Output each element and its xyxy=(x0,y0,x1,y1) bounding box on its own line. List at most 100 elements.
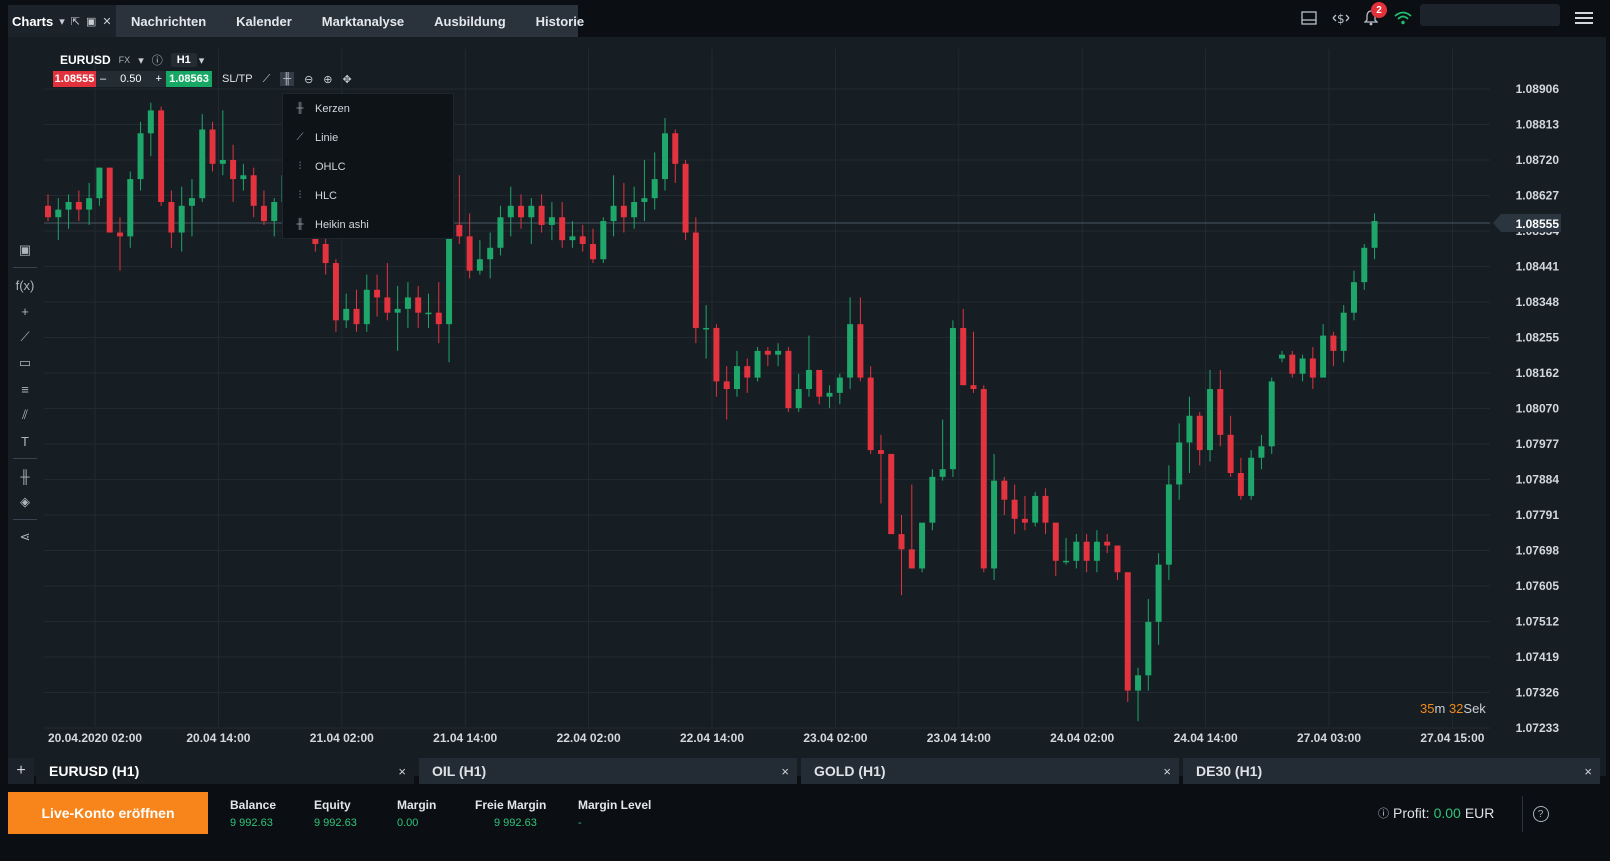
candle-body xyxy=(116,232,123,237)
chart-panel[interactable]: 1.089061.088131.087201.086271.085341.084… xyxy=(8,37,1606,776)
menu-item-ohlc[interactable]: ⫶ OHLC xyxy=(283,152,453,181)
bell-icon[interactable]: 2 xyxy=(1358,2,1387,30)
info-icon[interactable]: ⓘ xyxy=(1378,808,1389,820)
candle-body xyxy=(353,308,360,325)
candle-body xyxy=(168,201,175,233)
crosshair-icon[interactable]: + xyxy=(21,303,29,319)
candle-body xyxy=(1104,541,1111,546)
candle-body xyxy=(1145,621,1152,676)
timeframe-select[interactable]: H1 xyxy=(170,53,197,67)
close-tab-icon[interactable]: × xyxy=(398,763,406,779)
chart-type-icon[interactable]: ╫ xyxy=(280,72,295,86)
candle-body xyxy=(754,350,761,378)
main-nav: Nachrichten Kalender Marktanalyse Ausbil… xyxy=(116,5,584,37)
layout-icon[interactable] xyxy=(1296,6,1322,30)
charts-menu[interactable]: Charts ▾ ⇱ ▣ ✕ xyxy=(8,5,116,37)
nav-news[interactable]: Nachrichten xyxy=(131,13,207,29)
wifi-icon xyxy=(1390,6,1416,30)
chart-display-icon[interactable]: ▣ xyxy=(18,242,32,257)
exchange-icon[interactable]: $ xyxy=(1328,6,1354,30)
candle-body xyxy=(744,366,751,378)
move-icon[interactable]: ✥ xyxy=(342,73,352,86)
sell-price-button[interactable]: 1.08555 xyxy=(53,71,96,87)
help-button[interactable]: ? xyxy=(1522,796,1558,832)
sl-tp-button[interactable]: SL/TP xyxy=(222,73,253,85)
buy-price-button[interactable]: 1.08563 xyxy=(166,71,212,87)
menu-item-candles[interactable]: ╫ Kerzen xyxy=(283,94,453,123)
menu-item-line[interactable]: ⟋ Linie xyxy=(283,123,453,152)
candle-body xyxy=(1073,541,1080,561)
candle-body xyxy=(1268,381,1275,447)
pitchfork-icon[interactable]: ⫽ xyxy=(22,407,28,422)
price-chart[interactable]: 1.089061.088131.087201.086271.085341.084… xyxy=(8,37,1606,776)
hamburger-menu-icon[interactable] xyxy=(1575,6,1597,30)
tab-oil[interactable]: OIL (H1) × xyxy=(419,758,797,784)
add-tab-button[interactable]: + xyxy=(8,758,34,784)
popout-icon[interactable]: ⇱ xyxy=(70,15,80,28)
drawing-toolbar: ▣ f(x) + ⟋ ▭ ≡ ⫽ T ╫ ◈ ⋖ xyxy=(8,237,42,550)
line-chart-icon[interactable]: ⟋ xyxy=(262,72,271,85)
layers-icon[interactable]: ◈ xyxy=(20,494,30,509)
symbol-name[interactable]: EURUSD xyxy=(60,53,111,67)
zoom-out-icon[interactable]: ⊖ xyxy=(304,73,314,86)
candle-body xyxy=(497,217,504,248)
indicator-fx-icon[interactable]: f(x) xyxy=(15,277,35,293)
close-tab-icon[interactable]: × xyxy=(1163,763,1171,779)
tab-de30[interactable]: DE30 (H1) × xyxy=(1183,758,1600,784)
timeframe-caret-icon[interactable]: ▾ xyxy=(198,54,205,67)
x-tick-label: 24.04 14:00 xyxy=(1174,731,1238,745)
candle-body xyxy=(1083,541,1090,561)
nav-calendar[interactable]: Kalender xyxy=(236,13,292,29)
close-tab-icon[interactable]: × xyxy=(1584,763,1592,779)
quantity-minus[interactable]: – xyxy=(100,73,107,85)
fibonacci-icon[interactable]: ≡ xyxy=(21,381,29,397)
candle-body xyxy=(1237,473,1244,496)
x-tick-label: 20.04.2020 02:00 xyxy=(48,731,142,745)
candle-body xyxy=(816,369,823,397)
candle-body xyxy=(199,129,206,199)
tab-eurusd[interactable]: EURUSD (H1) × xyxy=(36,758,414,784)
nav-history[interactable]: Historie xyxy=(535,13,585,29)
nav-market-analysis[interactable]: Marktanalyse xyxy=(321,13,405,29)
text-tool-icon[interactable]: T xyxy=(21,433,29,449)
candle-body xyxy=(384,297,391,313)
close-tab-icon[interactable]: × xyxy=(781,763,789,779)
candle-body xyxy=(857,324,864,378)
quantity-value[interactable]: 0.50 xyxy=(120,73,142,85)
x-tick-label: 20.04 14:00 xyxy=(186,731,250,745)
y-tick-label: 1.08813 xyxy=(1516,118,1560,132)
menu-item-hlc[interactable]: ⫶ HLC xyxy=(283,181,453,210)
menu-item-heikin-ashi[interactable]: ╫ Heikin ashi xyxy=(283,210,453,239)
candle-body xyxy=(826,392,833,397)
account-selector[interactable] xyxy=(1420,4,1560,26)
info-icon[interactable]: ⓘ xyxy=(151,55,163,67)
candle-body xyxy=(147,110,154,134)
trendline-icon[interactable]: ⟋ xyxy=(20,329,30,344)
zoom-in-icon[interactable]: ⊕ xyxy=(323,73,333,86)
candle-body xyxy=(1361,247,1368,283)
candle-body xyxy=(1279,354,1285,359)
candle-body xyxy=(569,236,576,241)
candle-body xyxy=(651,179,658,199)
candle-body xyxy=(343,308,350,321)
close-icon[interactable]: ✕ xyxy=(102,15,112,28)
candle-body xyxy=(209,129,216,164)
caret-down-icon[interactable]: ▾ xyxy=(138,54,144,67)
candle-body xyxy=(703,327,710,330)
quantity-stepper[interactable]: – 0.50 + xyxy=(96,71,166,87)
nav-education[interactable]: Ausbildung xyxy=(434,13,506,29)
share-icon[interactable]: ⋖ xyxy=(19,529,31,544)
windows-icon[interactable]: ▣ xyxy=(85,15,97,28)
y-tick-label: 1.07977 xyxy=(1516,437,1560,451)
y-tick-label: 1.08162 xyxy=(1516,366,1560,380)
quantity-plus[interactable]: + xyxy=(155,73,162,85)
candles-tool-icon[interactable]: ╫ xyxy=(20,468,30,484)
candle-body xyxy=(1155,564,1162,622)
tab-gold[interactable]: GOLD (H1) × xyxy=(801,758,1179,784)
open-live-account-button[interactable]: Live-Konto eröffnen xyxy=(8,792,208,834)
symbol-type: FX xyxy=(118,55,131,65)
candle-body xyxy=(908,549,915,569)
rectangle-icon[interactable]: ▭ xyxy=(18,355,32,370)
charts-label[interactable]: Charts xyxy=(12,13,54,29)
caret-down-icon[interactable]: ▾ xyxy=(59,15,65,28)
